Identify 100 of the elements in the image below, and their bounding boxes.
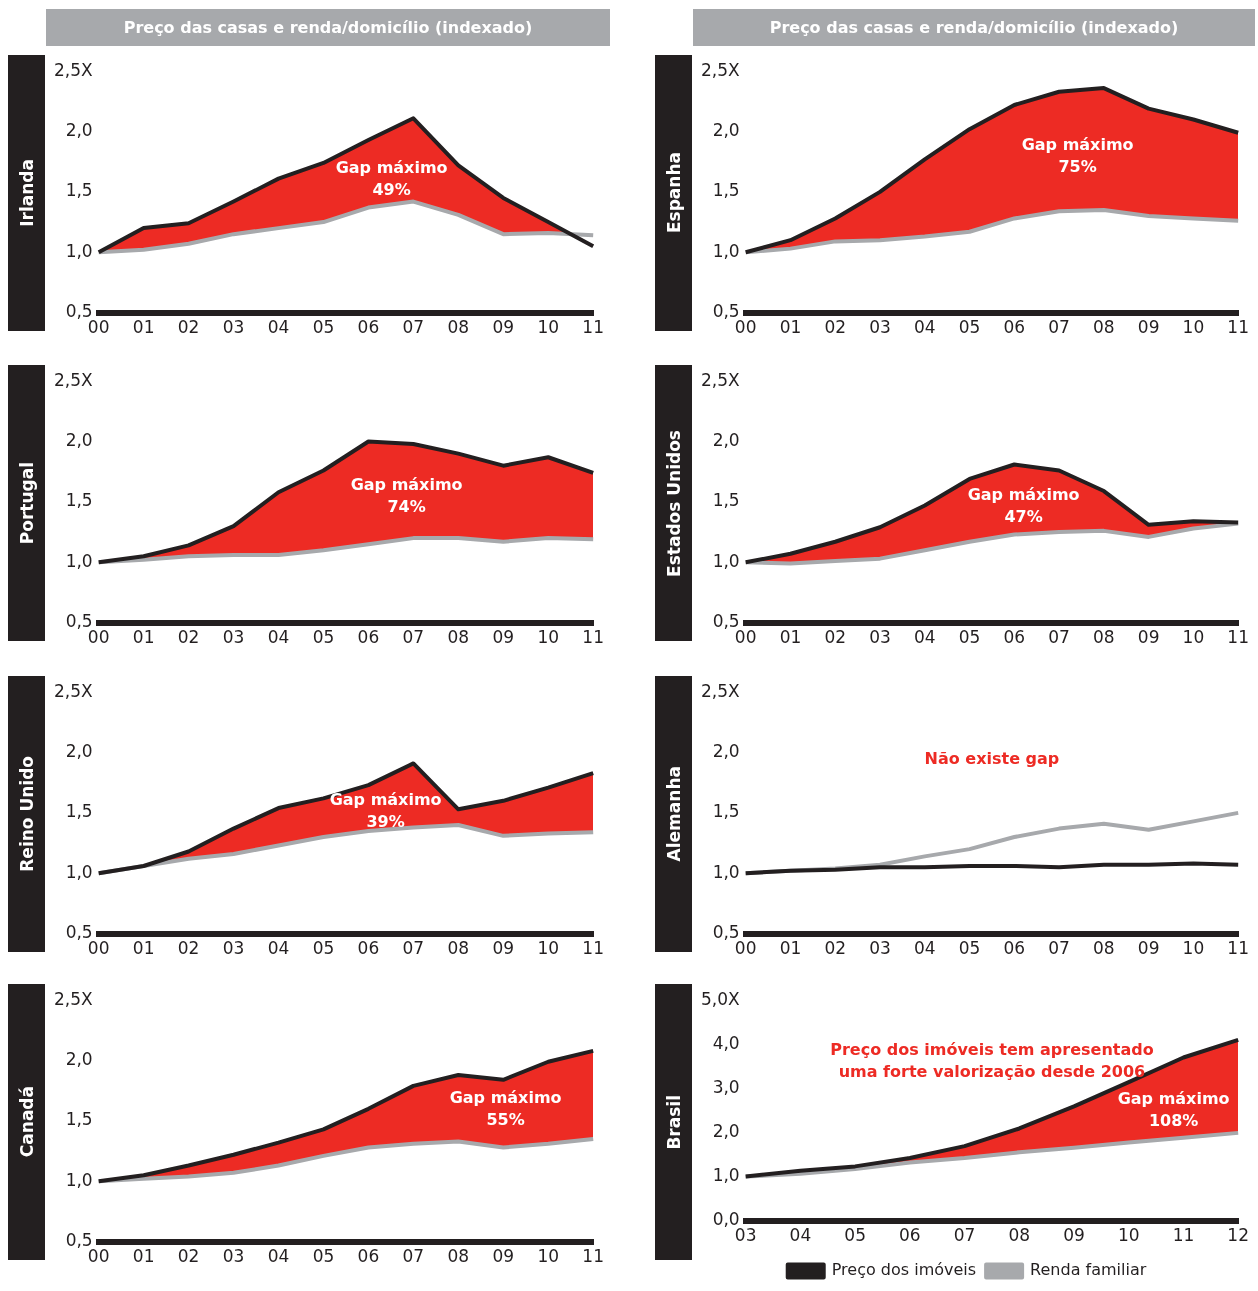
y-tick-label: 2,5X: [53, 59, 94, 80]
x-tick-label: 07: [402, 317, 425, 338]
x-tick-label: 01: [132, 627, 155, 648]
y-axis-title: Portugal: [16, 461, 37, 545]
x-tick-label: 02: [177, 1246, 200, 1267]
x-tick-label: 02: [177, 627, 200, 648]
x-tick-label: 04: [913, 627, 936, 648]
x-tick-label: 02: [824, 938, 847, 959]
x-tick-label: 09: [1063, 1225, 1085, 1246]
y-tick-label: 1,0: [712, 240, 740, 261]
x-tick-label: 09: [1137, 938, 1160, 959]
x-tick-label: 03: [222, 627, 245, 648]
x-tick-label: 03: [222, 1246, 245, 1267]
x-tick-label: 10: [1182, 938, 1205, 959]
y-tick-label: 1,0: [65, 550, 93, 571]
x-tick-label: 12: [1227, 1225, 1249, 1246]
y-axis-title: Espanha: [663, 152, 684, 234]
x-tick-label: 10: [1182, 627, 1205, 648]
x-tick-label: 08: [1093, 317, 1115, 338]
y-axis-title: Canadá: [16, 1086, 37, 1158]
x-tick-label: 02: [177, 938, 200, 959]
x-tick-label: 08: [447, 627, 470, 648]
y-tick-label: 4,0: [712, 1032, 740, 1053]
x-tick-label: 11: [582, 627, 604, 648]
x-tick-label: 05: [958, 627, 981, 648]
y-tick-label: 1,0: [65, 861, 93, 882]
x-tick-label: 03: [869, 627, 891, 648]
y-tick-label: 2,0: [712, 740, 740, 761]
annotation: Gap máximo 49%: [335, 158, 448, 200]
y-tick-label: 2,0: [65, 1048, 93, 1069]
x-tick-label: 09: [492, 1246, 515, 1267]
x-tick-label: 08: [447, 1246, 470, 1267]
x-tick-label: 03: [222, 317, 245, 338]
x-tick-label: 03: [869, 317, 891, 338]
y-tick-label: 1,5: [65, 801, 93, 822]
x-tick-label: 11: [1227, 317, 1249, 338]
y-axis-title: Alemanha: [663, 766, 684, 862]
y-axis-title: Estados Unidos: [663, 429, 684, 577]
x-tick-label: 11: [582, 1246, 604, 1267]
annotation: Preço dos imóveis tem apresentado uma forte valorização desde 2006: [830, 1040, 1154, 1082]
y-tick-label: 1,0: [65, 1169, 93, 1190]
y-tick-label: 3,0: [712, 1076, 740, 1097]
x-tick-label: 08: [1093, 938, 1115, 959]
x-tick-label: 07: [402, 1246, 425, 1267]
x-tick-label: 09: [1137, 627, 1160, 648]
y-axis-title: Reino Unido: [16, 756, 37, 872]
x-tick-label: 11: [1227, 627, 1249, 648]
y-tick-label: 2,5X: [53, 680, 94, 701]
y-tick-label: 1,5: [65, 1109, 93, 1130]
y-tick-label: 2,5X: [700, 59, 741, 80]
x-tick-label: 05: [312, 317, 335, 338]
annotation: Gap máximo 47%: [967, 485, 1080, 527]
x-tick-label: 10: [1182, 317, 1205, 338]
x-tick-label: 06: [357, 317, 380, 338]
y-tick-label: 2,0: [712, 429, 740, 450]
x-tick-label: 11: [1172, 1225, 1195, 1246]
x-tick-label: 02: [824, 627, 847, 648]
y-tick-label: 2,0: [65, 429, 93, 450]
x-tick-label: 07: [953, 1225, 976, 1246]
x-tick-label: 05: [958, 317, 981, 338]
x-tick-label: 07: [402, 938, 425, 959]
x-tick-label: 11: [582, 938, 604, 959]
x-tick-label: 05: [312, 1246, 335, 1267]
y-axis-title: Brasil: [663, 1094, 684, 1150]
x-tick-label: 01: [132, 938, 155, 959]
x-tick-label: 01: [779, 317, 802, 338]
x-tick-label: 03: [869, 938, 891, 959]
x-tick-label: 09: [492, 938, 515, 959]
x-tick-label: 06: [357, 938, 380, 959]
x-tick-label: 07: [402, 627, 425, 648]
x-tick-label: 04: [267, 317, 290, 338]
y-tick-label: 1,5: [712, 180, 740, 201]
x-tick-label: 11: [582, 317, 604, 338]
y-tick-label: 5,0X: [700, 988, 741, 1009]
x-tick-label: 04: [913, 938, 936, 959]
legend-label: Preço dos imóveis: [831, 1260, 977, 1280]
x-tick-label: 10: [1117, 1225, 1140, 1246]
y-tick-label: 1,0: [65, 240, 93, 261]
annotation: Gap máximo 55%: [449, 1088, 562, 1130]
x-tick-label: 06: [899, 1225, 921, 1246]
x-tick-label: 05: [312, 627, 335, 648]
x-tick-label: 01: [132, 317, 155, 338]
chart-title: Preço das casas e renda/domicílio (indexado): [693, 9, 1255, 46]
x-tick-label: 10: [537, 938, 560, 959]
x-tick-label: 07: [1048, 938, 1070, 959]
x-tick-label: 06: [1003, 938, 1026, 959]
x-tick-label: 11: [1227, 938, 1249, 959]
annotation: Gap máximo 39%: [329, 789, 442, 831]
x-tick-label: 09: [492, 627, 515, 648]
x-tick-label: 06: [1003, 317, 1026, 338]
x-tick-label: 10: [537, 1246, 560, 1267]
x-tick-label: 04: [789, 1225, 812, 1246]
annotation: Gap máximo 108%: [1117, 1089, 1230, 1131]
y-tick-label: 2,0: [712, 119, 740, 140]
x-tick-label: 06: [357, 1246, 380, 1267]
y-tick-label: 2,5X: [53, 988, 94, 1009]
x-tick-label: 01: [779, 938, 802, 959]
x-tick-label: 08: [1008, 1225, 1031, 1246]
y-tick-label: 1,0: [712, 550, 740, 571]
x-tick-label: 10: [537, 627, 560, 648]
